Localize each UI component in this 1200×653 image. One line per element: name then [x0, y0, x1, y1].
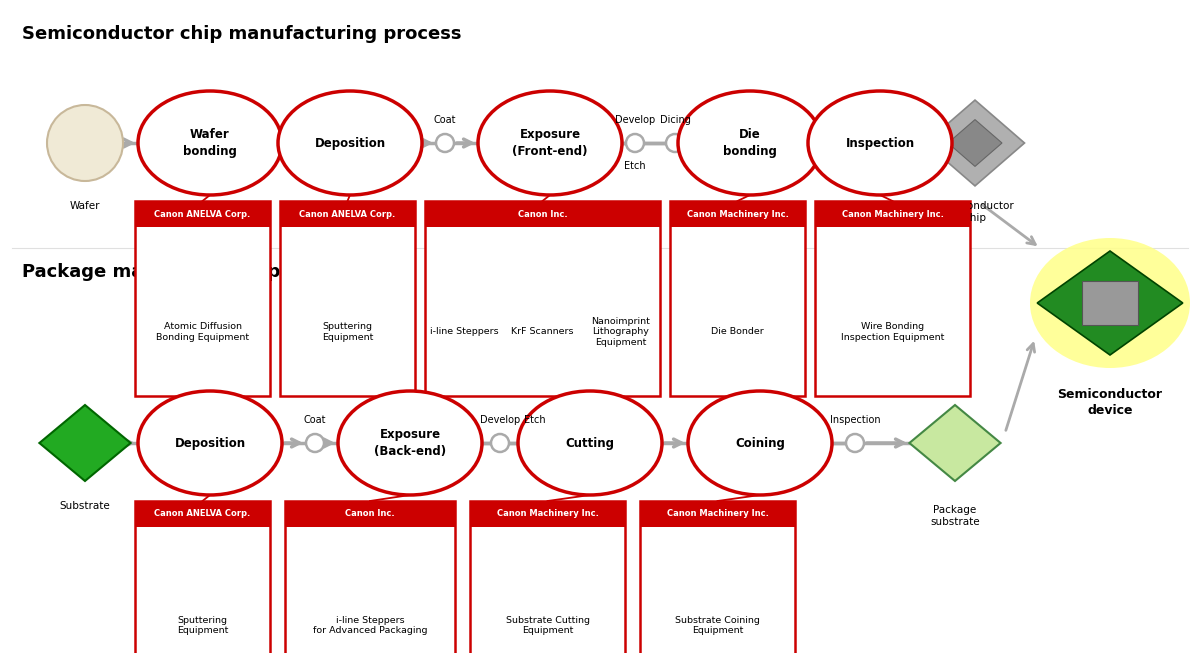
Text: Canon Inc.: Canon Inc.: [517, 210, 568, 219]
Text: Etch: Etch: [524, 415, 546, 425]
Text: Cutting: Cutting: [565, 436, 614, 449]
Text: Substrate Coining
Equipment: Substrate Coining Equipment: [676, 616, 760, 635]
Text: Semiconductor
chip: Semiconductor chip: [936, 201, 1014, 223]
Text: Canon Machinery Inc.: Canon Machinery Inc.: [686, 210, 788, 219]
Ellipse shape: [338, 391, 482, 495]
Circle shape: [306, 434, 324, 452]
Text: Canon ANELVA Corp.: Canon ANELVA Corp.: [155, 210, 251, 219]
Text: Die
bonding: Die bonding: [724, 128, 776, 158]
Text: Wire Bonding
Inspection Equipment: Wire Bonding Inspection Equipment: [841, 322, 944, 342]
Text: Inspection: Inspection: [829, 415, 881, 425]
Polygon shape: [910, 405, 1001, 481]
Polygon shape: [1037, 251, 1183, 355]
Text: Canon ANELVA Corp.: Canon ANELVA Corp.: [155, 509, 251, 518]
Text: Canon Machinery Inc.: Canon Machinery Inc.: [841, 210, 943, 219]
Ellipse shape: [138, 91, 282, 195]
Text: Canon Inc.: Canon Inc.: [346, 509, 395, 518]
Polygon shape: [925, 100, 1025, 186]
Polygon shape: [40, 405, 131, 481]
Text: Substrate: Substrate: [60, 501, 110, 511]
Circle shape: [846, 434, 864, 452]
FancyBboxPatch shape: [134, 201, 270, 396]
Ellipse shape: [278, 91, 422, 195]
Text: Wafer
bonding: Wafer bonding: [184, 128, 236, 158]
FancyBboxPatch shape: [815, 201, 970, 227]
FancyBboxPatch shape: [1082, 281, 1138, 325]
Text: Canon ANELVA Corp.: Canon ANELVA Corp.: [299, 210, 396, 219]
FancyBboxPatch shape: [425, 201, 660, 396]
FancyBboxPatch shape: [640, 501, 796, 527]
Text: Sputtering
Equipment: Sputtering Equipment: [322, 322, 373, 342]
FancyBboxPatch shape: [286, 501, 455, 527]
FancyBboxPatch shape: [280, 201, 415, 227]
Circle shape: [491, 434, 509, 452]
Text: Coining: Coining: [736, 436, 785, 449]
FancyBboxPatch shape: [815, 201, 970, 396]
Text: Develop: Develop: [480, 415, 520, 425]
Ellipse shape: [688, 391, 832, 495]
Ellipse shape: [138, 391, 282, 495]
FancyBboxPatch shape: [670, 201, 805, 227]
Text: Deposition: Deposition: [174, 436, 246, 449]
Text: Canon Machinery Inc.: Canon Machinery Inc.: [497, 509, 599, 518]
Circle shape: [436, 134, 454, 152]
FancyBboxPatch shape: [286, 501, 455, 653]
FancyBboxPatch shape: [280, 201, 415, 396]
Text: Atomic Diffusion
Bonding Equipment: Atomic Diffusion Bonding Equipment: [156, 322, 250, 342]
Circle shape: [666, 134, 684, 152]
Text: Inspection: Inspection: [846, 136, 914, 150]
Text: Coat: Coat: [304, 415, 326, 425]
Text: i-line Steppers: i-line Steppers: [430, 327, 498, 336]
FancyBboxPatch shape: [470, 501, 625, 527]
FancyBboxPatch shape: [670, 201, 805, 396]
Text: Package
substrate: Package substrate: [930, 505, 980, 527]
FancyBboxPatch shape: [134, 201, 270, 227]
Text: Etch: Etch: [624, 161, 646, 171]
Ellipse shape: [478, 91, 622, 195]
FancyBboxPatch shape: [134, 501, 270, 653]
Text: Semiconductor chip manufacturing process: Semiconductor chip manufacturing process: [22, 25, 462, 43]
Ellipse shape: [808, 91, 952, 195]
Text: Substrate Cutting
Equipment: Substrate Cutting Equipment: [505, 616, 589, 635]
Text: Nanoimprint
Lithography
Equipment: Nanoimprint Lithography Equipment: [592, 317, 650, 347]
Polygon shape: [948, 119, 1002, 167]
Text: Exposure
(Back-end): Exposure (Back-end): [374, 428, 446, 458]
Circle shape: [626, 134, 644, 152]
Text: Exposure
(Front-end): Exposure (Front-end): [512, 128, 588, 158]
Text: Develop: Develop: [614, 115, 655, 125]
Text: KrF Scanners: KrF Scanners: [511, 327, 574, 336]
Text: Dicing: Dicing: [660, 115, 690, 125]
Text: Deposition: Deposition: [314, 136, 385, 150]
Text: Wafer: Wafer: [70, 201, 101, 211]
FancyBboxPatch shape: [470, 501, 625, 653]
Text: i-line Steppers
for Advanced Packaging: i-line Steppers for Advanced Packaging: [313, 616, 427, 635]
Circle shape: [47, 105, 124, 181]
Text: Package manufacturing process: Package manufacturing process: [22, 263, 346, 281]
Text: Canon Machinery Inc.: Canon Machinery Inc.: [666, 509, 768, 518]
Text: Sputtering
Equipment: Sputtering Equipment: [176, 616, 228, 635]
FancyBboxPatch shape: [425, 201, 660, 227]
Circle shape: [526, 434, 544, 452]
FancyBboxPatch shape: [134, 501, 270, 527]
FancyBboxPatch shape: [640, 501, 796, 653]
Text: Semiconductor
device: Semiconductor device: [1057, 388, 1163, 417]
Text: Die Bonder: Die Bonder: [712, 327, 764, 336]
Ellipse shape: [518, 391, 662, 495]
Ellipse shape: [1030, 238, 1190, 368]
Ellipse shape: [678, 91, 822, 195]
Text: Coat: Coat: [433, 115, 456, 125]
